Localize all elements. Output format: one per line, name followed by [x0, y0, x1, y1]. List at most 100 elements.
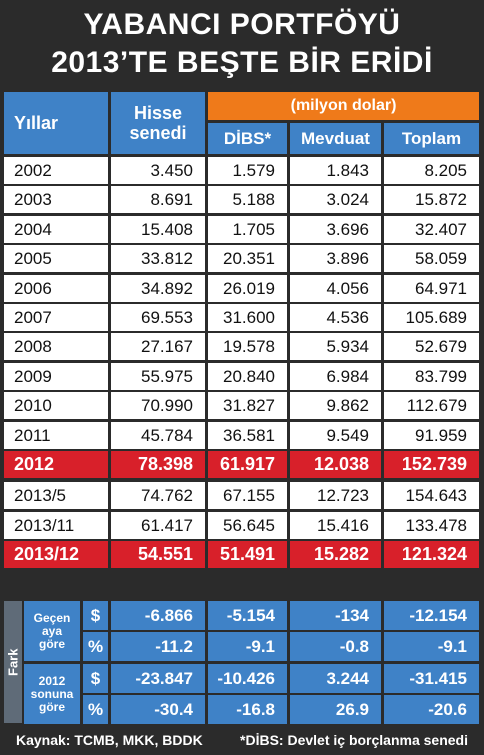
row-value-hisse: 61.417 — [111, 512, 205, 539]
row-value-hisse: 45.784 — [111, 422, 205, 449]
fark-value-mevduat: 3.244 — [290, 664, 381, 693]
title-line-1: YABANCI PORTFÖYÜ — [83, 8, 401, 41]
footer: Kaynak: TCMB, MKK, BDDK *DİBS: Devlet iç… — [0, 724, 484, 755]
row-value-toplam: 154.643 — [384, 482, 479, 509]
row-year: 2011 — [4, 422, 108, 449]
row-value-hisse: 8.691 — [111, 186, 205, 213]
row-value-hisse: 69.553 — [111, 304, 205, 331]
row-value-mevduat: 12.723 — [290, 482, 381, 509]
row-value-mevduat: 4.056 — [290, 275, 381, 302]
row-value-mevduat: 9.862 — [290, 392, 381, 419]
row-value-toplam: 121.324 — [384, 541, 479, 568]
row-year: 2007 — [4, 304, 108, 331]
row-value-toplam: 15.872 — [384, 186, 479, 213]
row-value-toplam: 83.799 — [384, 363, 479, 390]
row-year: 2006 — [4, 275, 108, 302]
fark-label: Fark — [4, 601, 22, 723]
infographic-title: YABANCI PORTFÖYÜ 2013’TE BEŞTE BİR ERİDİ — [0, 0, 484, 88]
header-years: Yıllar — [4, 92, 108, 154]
row-year: 2013/5 — [4, 482, 108, 509]
fark-group-label: 2012 sonuna göre — [24, 664, 80, 724]
row-value-mevduat: 15.416 — [290, 512, 381, 539]
row-value-hisse: 55.975 — [111, 363, 205, 390]
fark-value-dibs: -9.1 — [208, 632, 287, 661]
fark-unit: $ — [83, 664, 108, 693]
row-value-dibs: 36.581 — [208, 422, 287, 449]
row-value-dibs: 20.840 — [208, 363, 287, 390]
row-value-mevduat: 12.038 — [290, 451, 381, 478]
fark-value-mevduat: 26.9 — [290, 695, 381, 724]
row-value-mevduat: 15.282 — [290, 541, 381, 568]
fark-value-toplam: -31.415 — [384, 664, 479, 693]
row-year: 2003 — [4, 186, 108, 213]
row-value-mevduat: 6.984 — [290, 363, 381, 390]
row-value-hisse: 70.990 — [111, 392, 205, 419]
fark-value-toplam: -12.154 — [384, 601, 479, 630]
fark-value-dibs: -5.154 — [208, 601, 287, 630]
row-year: 2012 — [4, 451, 108, 478]
row-value-mevduat: 9.549 — [290, 422, 381, 449]
row-value-mevduat: 3.696 — [290, 216, 381, 243]
row-value-dibs: 26.019 — [208, 275, 287, 302]
row-year: 2008 — [4, 333, 108, 360]
row-year: 2005 — [4, 245, 108, 272]
row-value-dibs: 1.705 — [208, 216, 287, 243]
row-value-mevduat: 3.896 — [290, 245, 381, 272]
row-value-mevduat: 3.024 — [290, 186, 381, 213]
row-value-toplam: 32.407 — [384, 216, 479, 243]
row-value-toplam: 8.205 — [384, 157, 479, 184]
row-value-dibs: 56.645 — [208, 512, 287, 539]
header-unit: (milyon dolar) — [208, 92, 479, 120]
row-value-hisse: 34.892 — [111, 275, 205, 302]
row-value-dibs: 31.827 — [208, 392, 287, 419]
row-value-toplam: 58.059 — [384, 245, 479, 272]
fark-value-hisse: -23.847 — [111, 664, 205, 693]
row-value-dibs: 1.579 — [208, 157, 287, 184]
row-year: 2010 — [4, 392, 108, 419]
row-value-toplam: 105.689 — [384, 304, 479, 331]
row-year: 2004 — [4, 216, 108, 243]
fark-value-dibs: -16.8 — [208, 695, 287, 724]
fark-value-hisse: -6.866 — [111, 601, 205, 630]
row-value-toplam: 52.679 — [384, 333, 479, 360]
row-value-hisse: 74.762 — [111, 482, 205, 509]
fark-value-toplam: -9.1 — [384, 632, 479, 661]
header-dibs: DİBS* — [208, 123, 287, 154]
row-value-hisse: 33.812 — [111, 245, 205, 272]
title-line-2: 2013’TE BEŞTE BİR ERİDİ — [51, 46, 433, 79]
row-value-dibs: 31.600 — [208, 304, 287, 331]
fark-value-hisse: -30.4 — [111, 695, 205, 724]
row-value-toplam: 91.959 — [384, 422, 479, 449]
row-year: 2002 — [4, 157, 108, 184]
row-value-mevduat: 1.843 — [290, 157, 381, 184]
row-value-hisse: 27.167 — [111, 333, 205, 360]
row-value-toplam: 112.679 — [384, 392, 479, 419]
row-value-hisse: 3.450 — [111, 157, 205, 184]
row-value-toplam: 64.971 — [384, 275, 479, 302]
row-year: 2009 — [4, 363, 108, 390]
row-value-mevduat: 4.536 — [290, 304, 381, 331]
header-mevduat: Mevduat — [290, 123, 381, 154]
fark-value-toplam: -20.6 — [384, 695, 479, 724]
row-value-dibs: 67.155 — [208, 482, 287, 509]
row-value-hisse: 78.398 — [111, 451, 205, 478]
header-hisse: Hisse senedi — [111, 92, 205, 154]
row-year: 2013/11 — [4, 512, 108, 539]
row-value-dibs: 20.351 — [208, 245, 287, 272]
fark-unit: $ — [83, 601, 108, 630]
row-value-dibs: 5.188 — [208, 186, 287, 213]
row-value-toplam: 133.478 — [384, 512, 479, 539]
row-value-toplam: 152.739 — [384, 451, 479, 478]
fark-unit: % — [83, 632, 108, 661]
row-year: 2013/12 — [4, 541, 108, 568]
row-value-mevduat: 5.934 — [290, 333, 381, 360]
footer-source: Kaynak: TCMB, MKK, BDDK — [16, 731, 203, 748]
header-toplam: Toplam — [384, 123, 479, 154]
fark-value-hisse: -11.2 — [111, 632, 205, 661]
row-value-dibs: 51.491 — [208, 541, 287, 568]
row-value-hisse: 15.408 — [111, 216, 205, 243]
row-value-hisse: 54.551 — [111, 541, 205, 568]
footer-note: *DİBS: Devlet iç borçlanma senedi — [240, 731, 468, 748]
row-value-dibs: 61.917 — [208, 451, 287, 478]
fark-value-mevduat: -0.8 — [290, 632, 381, 661]
